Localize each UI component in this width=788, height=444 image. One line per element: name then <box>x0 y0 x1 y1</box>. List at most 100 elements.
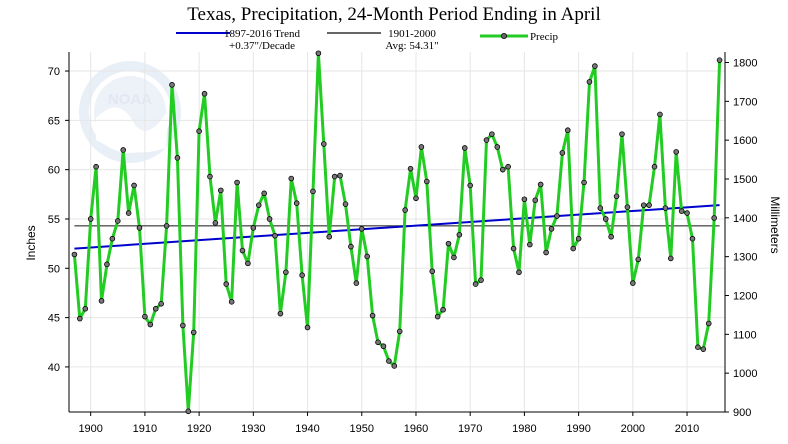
precip-point <box>510 245 517 252</box>
legend-average-label-line2: Avg: 54.31" <box>385 40 438 52</box>
precip-point <box>266 216 273 222</box>
precip-point <box>98 298 105 304</box>
precip-point <box>196 128 202 135</box>
precip-point <box>597 205 604 211</box>
precip-point <box>293 200 300 207</box>
precip-point <box>532 197 539 204</box>
precip-point <box>581 179 587 186</box>
precip-point <box>104 261 110 268</box>
precip-series-line <box>72 51 722 413</box>
x-tick-label: 1950 <box>350 423 374 435</box>
precip-point <box>434 313 441 320</box>
y-tick-label-right: 1600 <box>733 135 757 147</box>
precip-point <box>125 210 132 216</box>
y-tick-label-left: 40 <box>48 362 60 374</box>
precip-point <box>684 210 690 216</box>
precip-point <box>120 147 127 153</box>
precip-point <box>272 232 278 239</box>
precip-point <box>657 111 663 118</box>
precip-point <box>180 322 186 329</box>
precip-point <box>212 220 219 226</box>
y-tick-label-right: 1000 <box>733 368 757 380</box>
y-tick-label-right: 1700 <box>733 96 757 108</box>
precip-point <box>190 329 197 336</box>
precip-point <box>516 269 522 276</box>
precip-point <box>705 320 712 327</box>
precip-point <box>602 216 609 222</box>
precip-point <box>499 166 506 173</box>
precip-point <box>543 249 549 256</box>
x-tick-label: 1970 <box>458 423 482 435</box>
precip-point <box>521 196 528 203</box>
y-tick-label-right: 1500 <box>733 174 757 186</box>
precip-point <box>505 163 511 170</box>
precip-point <box>646 202 652 208</box>
x-tick-label: 2000 <box>621 423 645 435</box>
precip-point <box>570 245 576 252</box>
precip-point <box>396 328 403 335</box>
precip-point <box>283 269 289 276</box>
precip-point <box>169 82 175 88</box>
precip-point <box>277 310 284 317</box>
precip-point <box>489 131 495 137</box>
precip-point <box>152 305 159 312</box>
precip-point <box>239 247 246 254</box>
precip-point <box>386 358 392 364</box>
precip-point <box>185 408 192 415</box>
precip-point <box>261 190 267 197</box>
precip-point <box>131 182 137 189</box>
precip-point <box>586 79 593 85</box>
precip-point <box>304 324 311 331</box>
precip-point <box>201 90 208 97</box>
noaa-logo-watermark: NOAA <box>79 61 181 163</box>
x-tick-label: 1920 <box>187 423 211 435</box>
precip-point <box>93 163 99 170</box>
precip-point <box>613 193 620 200</box>
precip-point <box>440 306 446 313</box>
precip-point <box>299 272 305 279</box>
precip-point <box>418 144 425 150</box>
precip-point <box>288 175 295 182</box>
precip-point <box>326 233 333 240</box>
precip-point <box>71 251 78 258</box>
precip-point <box>429 268 436 275</box>
precip-point <box>87 216 94 222</box>
trend-line <box>74 204 720 250</box>
y-tick-label-left: 60 <box>48 165 60 177</box>
precip-point <box>678 208 685 214</box>
precip-point <box>630 280 636 286</box>
x-tick-label: 1910 <box>133 423 157 435</box>
precip-point <box>478 277 484 283</box>
precip-point <box>342 201 349 207</box>
precip-point <box>564 127 571 134</box>
y-tick-label-left: 65 <box>48 115 60 127</box>
precip-point <box>402 207 408 213</box>
precip-point <box>424 178 430 185</box>
precip-point <box>391 363 398 369</box>
noaa-logo-text: NOAA <box>108 91 152 108</box>
y-tick-label-right: 1300 <box>733 252 757 264</box>
precip-point <box>331 173 338 180</box>
y-tick-label-left: 55 <box>48 214 60 226</box>
legend-average-label-line1: 1901-2000 <box>388 28 436 40</box>
precip-point <box>667 255 674 262</box>
plot-area: 1900 1910 1920 1930 1940 1950 1960 1970 1980 1990… <box>48 50 757 435</box>
precip-point <box>461 145 468 151</box>
precip-point <box>82 305 89 312</box>
precip-point <box>174 155 181 161</box>
x-tick-label: 1960 <box>404 423 428 435</box>
precip-point <box>353 280 360 286</box>
legend-precip-label: Precip <box>530 31 559 43</box>
precip-point <box>559 150 566 156</box>
legend-trend-label-line1: 1897-2016 Trend <box>224 28 301 40</box>
precip-point <box>310 188 316 195</box>
precip-point <box>147 321 154 328</box>
precip-point <box>163 223 170 229</box>
precip-point <box>407 165 414 172</box>
legend-precip-marker <box>500 33 507 40</box>
x-tick-label: 1990 <box>566 423 590 435</box>
precip-point <box>375 339 381 346</box>
precip-point <box>575 235 582 242</box>
precip-point <box>451 254 457 261</box>
